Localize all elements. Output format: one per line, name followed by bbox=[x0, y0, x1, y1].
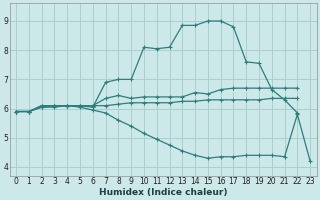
X-axis label: Humidex (Indice chaleur): Humidex (Indice chaleur) bbox=[99, 188, 228, 197]
